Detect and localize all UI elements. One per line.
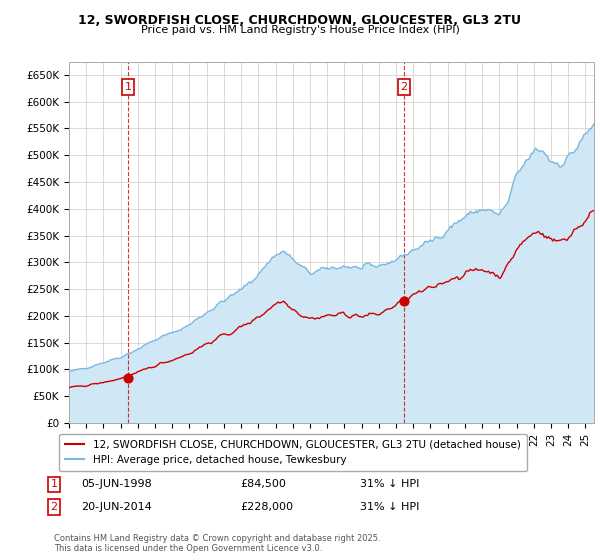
Text: 1: 1 xyxy=(125,82,131,92)
Text: 05-JUN-1998: 05-JUN-1998 xyxy=(81,479,152,489)
Text: Contains HM Land Registry data © Crown copyright and database right 2025.
This d: Contains HM Land Registry data © Crown c… xyxy=(54,534,380,553)
Text: 2: 2 xyxy=(400,82,407,92)
Text: 31% ↓ HPI: 31% ↓ HPI xyxy=(360,502,419,512)
Text: 2: 2 xyxy=(50,502,58,512)
Legend: 12, SWORDFISH CLOSE, CHURCHDOWN, GLOUCESTER, GL3 2TU (detached house), HPI: Aver: 12, SWORDFISH CLOSE, CHURCHDOWN, GLOUCES… xyxy=(59,433,527,472)
Text: Price paid vs. HM Land Registry's House Price Index (HPI): Price paid vs. HM Land Registry's House … xyxy=(140,25,460,35)
Text: 1: 1 xyxy=(50,479,58,489)
Point xyxy=(399,296,409,305)
Text: £228,000: £228,000 xyxy=(240,502,293,512)
Point xyxy=(123,373,133,382)
Text: 12, SWORDFISH CLOSE, CHURCHDOWN, GLOUCESTER, GL3 2TU: 12, SWORDFISH CLOSE, CHURCHDOWN, GLOUCES… xyxy=(79,14,521,27)
Text: 31% ↓ HPI: 31% ↓ HPI xyxy=(360,479,419,489)
Text: £84,500: £84,500 xyxy=(240,479,286,489)
Text: 20-JUN-2014: 20-JUN-2014 xyxy=(81,502,152,512)
